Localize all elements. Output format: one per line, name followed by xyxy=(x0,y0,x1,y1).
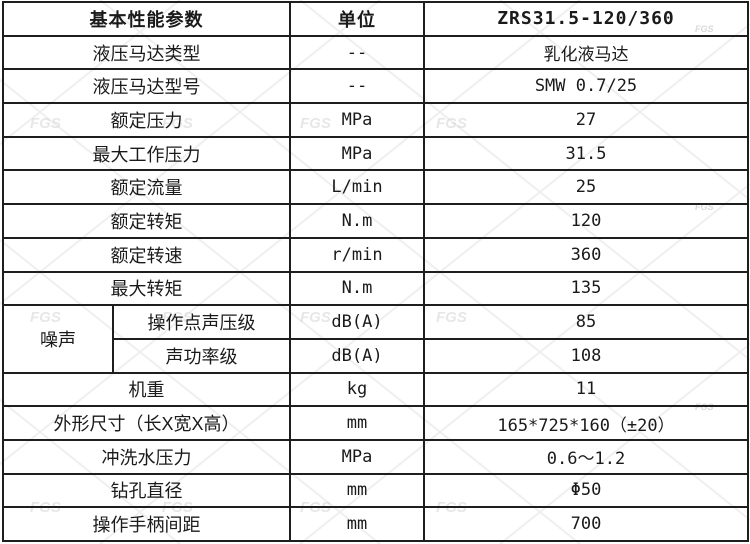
param-cell: 液压马达类型 xyxy=(2,34,291,71)
param-cell: 操作手柄间距 xyxy=(2,506,291,542)
value-cell: 乳化液马达 xyxy=(423,34,749,71)
value-cell: 108 xyxy=(423,337,749,374)
param-cell: 额定转矩 xyxy=(2,203,291,239)
unit-cell: MPa xyxy=(289,102,425,138)
value-cell: 85 xyxy=(423,304,749,340)
value-cell: 11 xyxy=(423,371,749,408)
param-cell: 额定转速 xyxy=(2,236,291,273)
table-row: 操作手柄间距 mm 700 xyxy=(2,506,749,542)
unit-cell: r/min xyxy=(289,236,425,273)
param-cell: 冲洗水压力 xyxy=(2,438,291,475)
table-row: 机重 kg 11 xyxy=(2,371,749,408)
unit-cell: dB(A) xyxy=(289,337,425,374)
unit-cell: MPa xyxy=(289,438,425,475)
table-row-noise-2: 声功率级 dB(A) 108 xyxy=(3,337,749,374)
param-cell: 机重 xyxy=(2,371,291,408)
unit-cell: kg xyxy=(289,371,425,408)
param-cell: 操作点声压级 xyxy=(112,304,291,340)
table-row: 额定压力 MPa 27 xyxy=(2,102,749,138)
unit-cell: L/min xyxy=(289,169,425,206)
value-cell: 0.6～1.2 xyxy=(423,438,749,475)
param-cell: 额定流量 xyxy=(2,169,291,206)
table-row: 液压马达类型 -- 乳化液马达 xyxy=(2,34,749,71)
table-row-noise-1: 噪声 操作点声压级 dB(A) 85 xyxy=(2,304,749,374)
param-cell: 最大转矩 xyxy=(2,270,291,307)
param-cell: 外形尺寸（长X宽X高） xyxy=(2,405,291,441)
table-row: 钻孔直径 mm Φ50 xyxy=(2,472,749,509)
unit-cell: mm xyxy=(289,472,425,509)
param-cell: 钻孔直径 xyxy=(2,472,291,509)
unit-cell: dB(A) xyxy=(289,304,425,340)
header-row: 基本性能参数 单位 ZRS31.5-120/360 xyxy=(2,1,749,37)
value-cell: 360 xyxy=(423,236,749,273)
value-cell: 31.5 xyxy=(423,135,749,172)
header-param: 基本性能参数 xyxy=(2,1,291,37)
unit-cell: -- xyxy=(289,34,425,71)
header-unit: 单位 xyxy=(289,1,425,37)
table-row: 液压马达型号 -- SMW 0.7/25 xyxy=(2,68,749,105)
table-row: 最大转矩 N.m 135 xyxy=(2,270,749,307)
value-cell: 700 xyxy=(423,506,749,542)
value-cell: 27 xyxy=(423,102,749,138)
table-row: 最大工作压力 MPa 31.5 xyxy=(2,135,749,172)
param-cell: 最大工作压力 xyxy=(2,135,291,172)
table-row: 冲洗水压力 MPa 0.6～1.2 xyxy=(2,438,749,475)
header-model: ZRS31.5-120/360 xyxy=(423,1,749,37)
unit-cell: N.m xyxy=(289,270,425,307)
value-cell: 25 xyxy=(423,169,749,206)
noise-group-cell: 噪声 xyxy=(2,304,114,374)
param-cell: 液压马达型号 xyxy=(2,68,291,105)
unit-cell: mm xyxy=(289,405,425,441)
table-row: 外形尺寸（长X宽X高） mm 165*725*160（±20） xyxy=(2,405,749,441)
unit-cell: MPa xyxy=(289,135,425,172)
unit-cell: N.m xyxy=(289,203,425,239)
value-cell: 135 xyxy=(423,270,749,307)
table-row: 额定转矩 N.m 120 xyxy=(2,203,749,239)
table-row: 额定流量 L/min 25 xyxy=(2,169,749,206)
value-cell: SMW 0.7/25 xyxy=(423,68,749,105)
table-row: 额定转速 r/min 360 xyxy=(2,236,749,273)
value-cell: Φ50 xyxy=(423,472,749,509)
param-cell: 额定压力 xyxy=(2,102,291,138)
value-cell: 120 xyxy=(423,203,749,239)
unit-cell: mm xyxy=(289,506,425,542)
value-cell: 165*725*160（±20） xyxy=(423,405,749,441)
param-cell: 声功率级 xyxy=(112,337,291,374)
unit-cell: -- xyxy=(289,68,425,105)
